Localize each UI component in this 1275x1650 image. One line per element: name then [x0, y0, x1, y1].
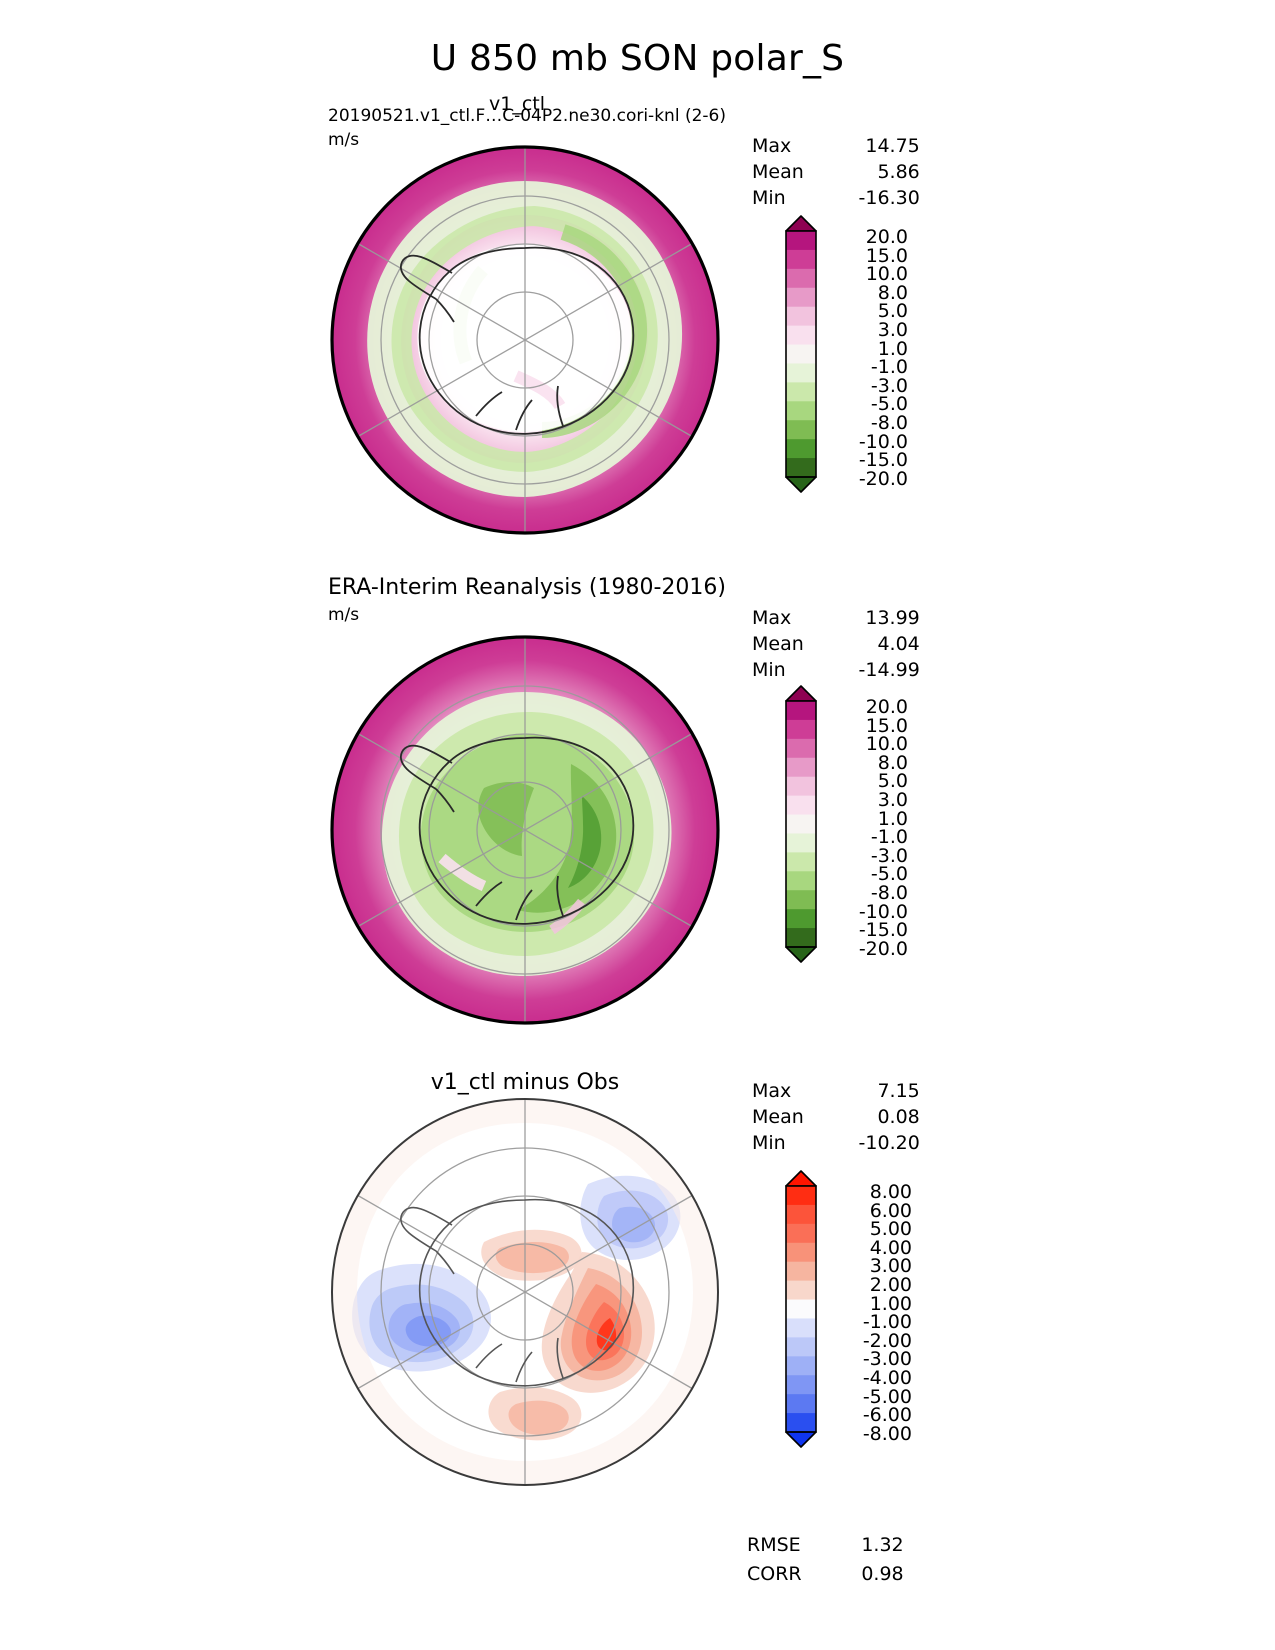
stat-value: 13.99 — [865, 607, 920, 629]
panel-title-difference: v1_ctl minus Obs — [430, 1070, 620, 1095]
cbar-tick: -3.0 — [870, 374, 908, 397]
footer-stat-row: CORR 0.98 — [747, 1561, 904, 1588]
cbar-tick: -8.0 — [870, 411, 908, 434]
stat-row: Mean 5.86 — [752, 159, 920, 185]
stats-test: Max 14.75 Mean 5.86 Min -16.30 — [752, 133, 920, 211]
cbar-tick: -3.00 — [862, 1348, 912, 1371]
case-filename: 20190521.v1_ctl.F…C-04P2.ne30.cori-knl (… — [328, 106, 726, 126]
colorbar-labels-difference: 8.00 6.00 5.00 4.00 3.00 2.00 1.00 -1.00… — [826, 1183, 912, 1443]
stat-key: Mean — [752, 633, 804, 655]
cbar-tick: -15.0 — [858, 919, 908, 942]
cbar-tick: -8.00 — [862, 1422, 912, 1445]
cbar-tick: -5.0 — [870, 863, 908, 886]
cbar-tick: 5.0 — [877, 300, 908, 323]
cbar-tick: 3.0 — [877, 788, 908, 811]
footer-stat-key: RMSE — [747, 1534, 801, 1556]
cbar-tick: 6.00 — [869, 1199, 912, 1222]
stat-value: 4.04 — [877, 633, 920, 655]
stat-row: Mean 4.04 — [752, 631, 920, 657]
units-label-reference: m/s — [328, 605, 360, 625]
cbar-tick: -1.0 — [870, 826, 908, 849]
polar-map-difference — [320, 1092, 730, 1492]
cbar-tick: 8.00 — [869, 1181, 912, 1203]
cbar-tick: -1.00 — [862, 1311, 912, 1334]
cbar-tick: -10.0 — [858, 900, 908, 923]
cbar-tick: 3.00 — [869, 1255, 912, 1278]
stat-key: Mean — [752, 1106, 804, 1128]
stat-row: Min -16.30 — [752, 185, 920, 211]
footer-stat-key: CORR — [747, 1563, 802, 1585]
cbar-tick: 5.0 — [877, 770, 908, 793]
colorbar-labels-reference: 20.0 15.0 10.0 8.0 5.0 3.0 1.0 -1.0 -3.0… — [826, 698, 908, 958]
stat-row: Min -14.99 — [752, 657, 920, 683]
stat-key: Min — [752, 659, 786, 681]
cbar-tick: 1.0 — [877, 807, 908, 830]
cbar-tick: -4.00 — [862, 1366, 912, 1389]
panel-difference: v1_ctl minus Obs Max 7.15 Mean 0.08 Min … — [0, 1060, 1275, 1650]
cbar-tick: -15.0 — [858, 449, 908, 472]
stat-key: Max — [752, 1080, 792, 1102]
cbar-tick: -3.0 — [870, 844, 908, 867]
colorbar-test — [780, 215, 822, 493]
stat-row: Max 14.75 — [752, 133, 920, 159]
cbar-tick: -1.0 — [870, 356, 908, 379]
cbar-tick: 20.0 — [865, 696, 908, 718]
stat-value: -16.30 — [858, 187, 920, 209]
stat-key: Mean — [752, 161, 804, 183]
cbar-tick: -20.0 — [858, 467, 908, 490]
footer-stats-difference: RMSE 1.32 CORR 0.98 — [745, 1530, 906, 1590]
stat-key: Max — [752, 607, 792, 629]
cbar-tick: 8.0 — [877, 281, 908, 304]
cbar-tick: 15.0 — [865, 714, 908, 737]
stat-key: Min — [752, 1132, 786, 1154]
stat-key: Max — [752, 135, 792, 157]
cbar-tick: 3.0 — [877, 318, 908, 341]
polar-map-reference — [320, 630, 730, 1030]
stat-value: -14.99 — [858, 659, 920, 681]
stat-value: 14.75 — [865, 135, 920, 157]
stat-row: Mean 0.08 — [752, 1104, 920, 1130]
stat-row: Max 7.15 — [752, 1078, 920, 1104]
footer-stat-value: 1.32 — [861, 1534, 904, 1556]
cbar-tick: 10.0 — [865, 263, 908, 286]
cbar-tick: 8.0 — [877, 751, 908, 774]
cbar-tick: 1.00 — [869, 1292, 912, 1315]
panel-reference: ERA-Interim Reanalysis (1980-2016) m/s M… — [0, 540, 1275, 1060]
cbar-tick: -10.0 — [858, 430, 908, 453]
footer-stat-row: RMSE 1.32 — [747, 1532, 904, 1559]
stats-difference: Max 7.15 Mean 0.08 Min -10.20 — [752, 1078, 920, 1156]
polar-map-test — [320, 140, 730, 540]
panel-title-reference: ERA-Interim Reanalysis (1980-2016) — [328, 575, 726, 600]
stat-value: -10.20 — [858, 1132, 920, 1154]
stat-value: 0.08 — [877, 1106, 920, 1128]
stat-row: Min -10.20 — [752, 1130, 920, 1156]
colorbar-labels-test: 20.0 15.0 10.0 8.0 5.0 3.0 1.0 -1.0 -3.0… — [826, 228, 908, 488]
stats-reference: Max 13.99 Mean 4.04 Min -14.99 — [752, 605, 920, 683]
cbar-tick: -2.00 — [862, 1329, 912, 1352]
cbar-tick: -20.0 — [858, 937, 908, 960]
cbar-tick: 15.0 — [865, 244, 908, 267]
stat-value: 7.15 — [877, 1080, 920, 1102]
cbar-tick: -6.00 — [862, 1404, 912, 1427]
stat-key: Min — [752, 187, 786, 209]
cbar-tick: 20.0 — [865, 226, 908, 248]
cbar-tick: 1.0 — [877, 337, 908, 360]
cbar-tick: 10.0 — [865, 733, 908, 756]
case-name-overlay: v1_ctl — [489, 93, 546, 115]
cbar-tick: -5.00 — [862, 1385, 912, 1408]
panel-test: 20190521.v1_ctl.F…C-04P2.ne30.cori-knl (… — [0, 0, 1275, 540]
cbar-tick: 2.00 — [869, 1273, 912, 1296]
units-label-test: m/s — [328, 130, 360, 150]
stat-value: 5.86 — [877, 161, 920, 183]
page-title: U 850 mb SON polar_S — [430, 38, 845, 79]
footer-stat-value: 0.98 — [861, 1563, 904, 1585]
cbar-tick: 4.00 — [869, 1236, 912, 1259]
colorbar-reference — [780, 685, 822, 963]
cbar-tick: -8.0 — [870, 881, 908, 904]
cbar-tick: 5.00 — [869, 1218, 912, 1241]
stat-row: Max 13.99 — [752, 605, 920, 631]
cbar-tick: -5.0 — [870, 393, 908, 416]
colorbar-difference — [780, 1170, 822, 1448]
